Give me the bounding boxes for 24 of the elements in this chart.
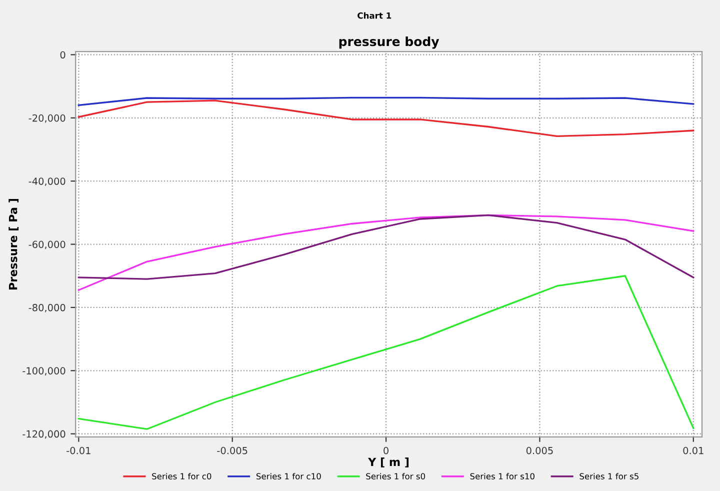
y-tick-label: -100,000 — [22, 367, 66, 376]
y-tick-label: 0 — [60, 51, 66, 59]
x-tick-label: 0.01 — [683, 446, 704, 454]
y-tick-label: -20,000 — [28, 114, 66, 123]
legend-label: Series 1 for s0 — [366, 472, 426, 480]
y-tick-label: -80,000 — [28, 304, 66, 312]
x-tick-label: 0.005 — [526, 446, 553, 454]
line-series — [78, 100, 694, 138]
line-series — [78, 96, 694, 106]
chart-title: Chart 1 — [358, 12, 392, 19]
x-tick-label: -0.005 — [217, 446, 248, 454]
x-tick-label: 0 — [384, 446, 388, 454]
y-tick-label: -60,000 — [28, 240, 66, 250]
y-tick-label: -120,000 — [22, 430, 66, 439]
line-series — [78, 275, 694, 430]
y-tick-label: -40,000 — [28, 178, 66, 186]
legend-label: Series 1 for c10 — [256, 472, 321, 480]
y-axis-title: Pressure [ Pa ] — [8, 199, 19, 290]
x-tick-label: -0.01 — [66, 446, 90, 454]
legend-label: Series 1 for c0 — [152, 472, 212, 480]
legend-label: Series 1 for s5 — [580, 472, 638, 480]
chart-subtitle: pressure body — [339, 36, 440, 49]
legend-label: Series 1 for s10 — [470, 472, 534, 480]
x-axis-title: Y [ m ] — [368, 458, 409, 468]
